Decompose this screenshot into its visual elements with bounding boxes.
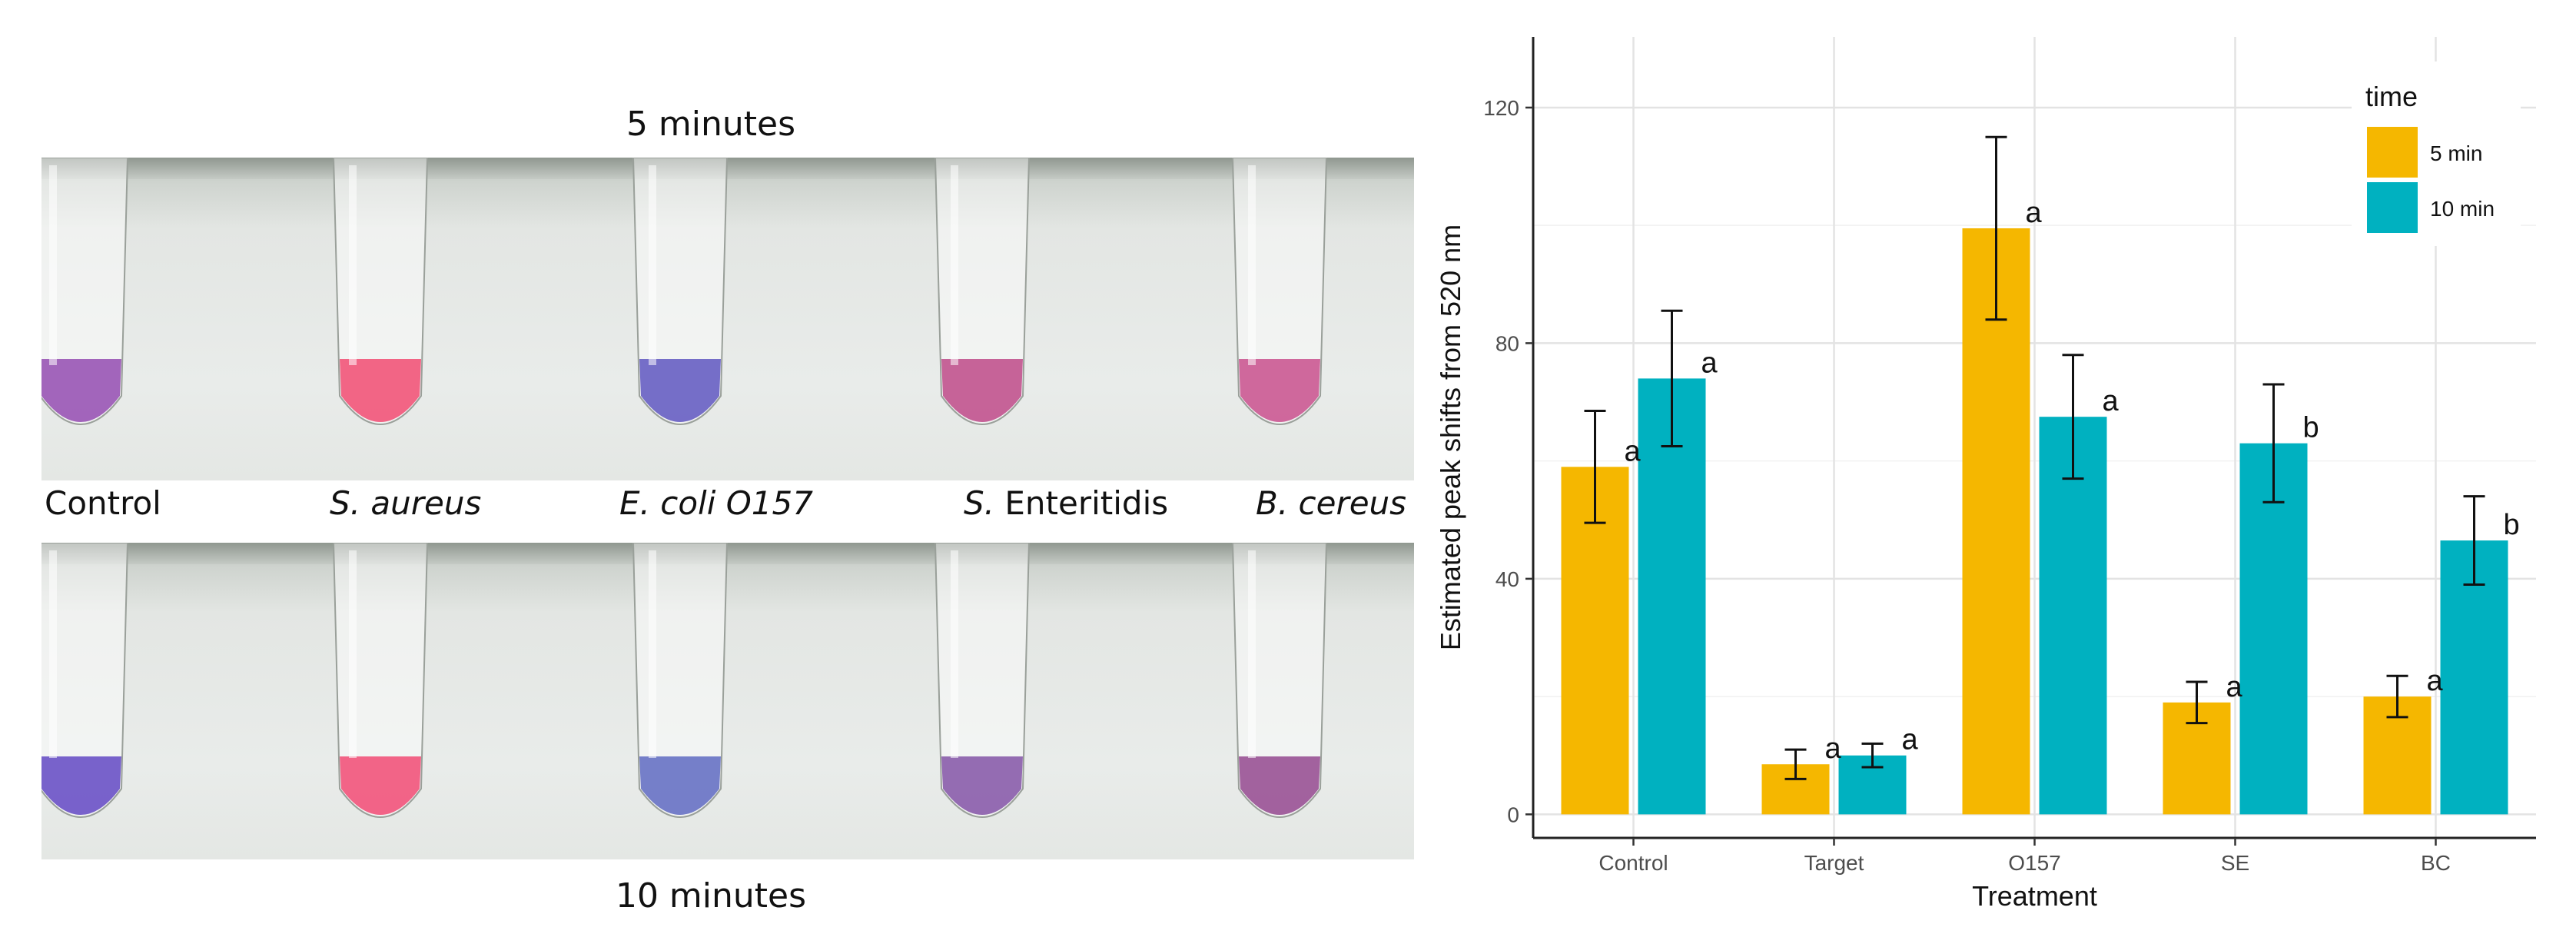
tube-3-color10: [632, 543, 729, 818]
tube-1-color5: [41, 158, 129, 425]
tube-photo-10-minutes: [41, 543, 1414, 859]
significance-letter: a: [2427, 665, 2444, 697]
error-bar-se-10min: [2262, 383, 2285, 504]
top-panel-title: 5 minutes: [626, 105, 796, 144]
sample-labels: Control S. aureus E. coli O157 S. Enteri…: [41, 484, 1414, 530]
significance-letter: a: [1902, 724, 1919, 756]
error-bar-o157-10min: [2062, 354, 2084, 480]
significance-letter: a: [2226, 671, 2243, 703]
sample-label-control: Control: [45, 484, 161, 522]
significance-letter: a: [2103, 385, 2120, 417]
tube-5-color10: [1231, 543, 1328, 818]
legend-label: 5 min: [2430, 141, 2482, 165]
error-bars: [1584, 135, 2485, 780]
error-bar-target-5min: [1784, 748, 1807, 780]
tube-1-color10: [41, 543, 129, 818]
bar-control-10min: [1638, 378, 1706, 815]
legend-label: 10 min: [2430, 197, 2495, 221]
axes: 0 40 80 120 Control Target O157 SE BC: [1483, 37, 2536, 875]
tube-4-color10: [934, 543, 1031, 818]
sample-label-b-cereus: B. cereus: [1256, 484, 1407, 522]
bar-control-5min: [1561, 467, 1629, 815]
x-tick-label: SE: [2221, 851, 2249, 875]
y-tick-label: 40: [1495, 567, 1519, 591]
error-bar-bc-5min: [2386, 674, 2408, 719]
significance-letter: a: [1825, 733, 1842, 765]
error-bar-target-10min: [1861, 742, 1884, 769]
tube-2-color10: [332, 543, 429, 818]
peak-shift-bar-chart: a a a a a a a a b b 0 40 80 120 Control Target O157 SE BC…: [1435, 37, 2536, 912]
sample-label-s-aureus: S. aureus: [330, 484, 482, 522]
tube-5-color5: [1231, 158, 1328, 425]
bar-o157-10min: [2039, 417, 2107, 815]
tube-3-color5: [632, 158, 729, 425]
significance-letter: a: [1701, 347, 1718, 379]
tube-4-color5: [934, 158, 1031, 425]
bar-se-10min: [2239, 443, 2308, 815]
error-bar-control-10min: [1661, 309, 1683, 447]
y-tick-label: 0: [1507, 803, 1519, 826]
error-bar-bc-10min: [2463, 495, 2485, 587]
significance-letter: b: [2504, 509, 2520, 541]
legend-title: time: [2365, 81, 2418, 112]
significance-letter: b: [2303, 412, 2319, 444]
sample-label-e-coli: E. coli O157: [619, 484, 813, 522]
bars: [1561, 228, 2508, 815]
error-bar-se-5min: [2186, 680, 2208, 725]
bar-o157-5min: [1962, 228, 2030, 815]
error-bar-o157-5min: [1985, 135, 2007, 321]
significance-letter: a: [1625, 435, 1642, 467]
x-tick-label: Target: [1804, 851, 1864, 875]
legend-swatch: [2367, 182, 2418, 233]
sample-label-s-enteritidis: S. Enteritidis: [964, 484, 1169, 522]
error-bar-control-5min: [1584, 410, 1606, 524]
legend: time 5 min 10 min: [2352, 61, 2521, 246]
significance-letter: a: [2026, 197, 2043, 229]
bottom-panel-title: 10 minutes: [615, 876, 807, 916]
tube-photo-panel: 5 minutes Control S. aureus E. coli O157…: [41, 105, 1414, 916]
y-tick-label: 120: [1483, 96, 1519, 120]
tube-2-color5: [332, 158, 429, 425]
significance-letters: a a a a a a a a b b: [1625, 197, 2520, 765]
x-tick-label: O157: [2008, 851, 2061, 875]
x-tick-label: Control: [1598, 851, 1668, 875]
bar-bc-10min: [2440, 540, 2508, 815]
y-axis-title: Estimated peak shifts from 520 nm: [1435, 224, 1466, 650]
y-tick-label: 80: [1495, 331, 1519, 355]
x-tick-label: BC: [2421, 851, 2451, 875]
x-axis-title: Treatment: [1972, 880, 2097, 912]
legend-swatch: [2367, 127, 2418, 178]
tube-photo-5-minutes: [41, 158, 1414, 480]
